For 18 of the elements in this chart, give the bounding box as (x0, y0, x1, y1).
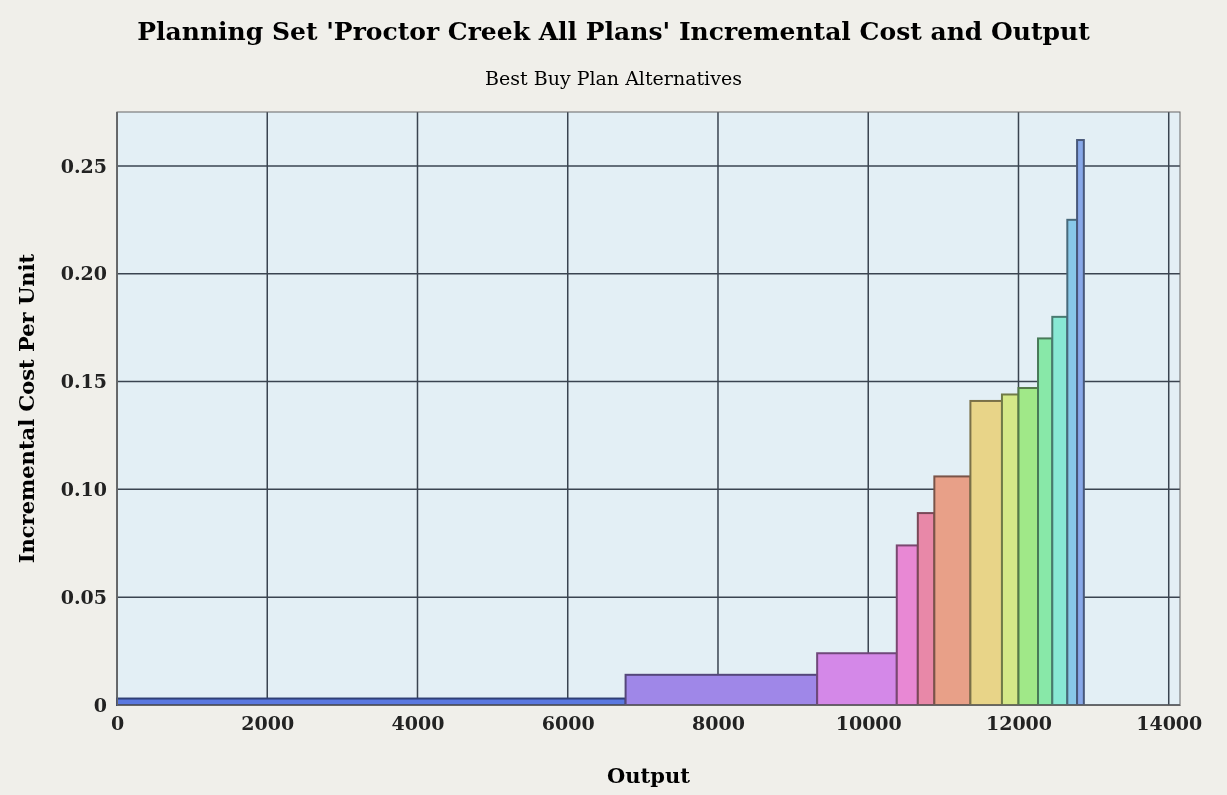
y-tick-label: 0.20 (60, 262, 107, 285)
y-tick-label: 0.10 (60, 477, 107, 500)
y-tick-label: 0.15 (60, 370, 107, 393)
x-axis-title: Output (607, 763, 691, 788)
x-tick-label: 14000 (1136, 712, 1203, 735)
x-tick-label: 2000 (241, 712, 295, 735)
y-axis-title: Incremental Cost Per Unit (14, 253, 39, 564)
x-tick-label: 10000 (835, 712, 902, 735)
x-tick-label: 0 (110, 712, 125, 735)
chart-subtitle: Best Buy Plan Alternatives (485, 67, 742, 89)
y-tick-label: 0.25 (60, 154, 107, 177)
x-tick-label: 6000 (541, 712, 595, 735)
y-tick-label: 0 (93, 693, 107, 716)
x-tick-label: 8000 (692, 712, 745, 735)
chart-title: Planning Set 'Proctor Creek All Plans' Incremental Cost and Output (137, 17, 1091, 46)
x-tick-label: 4000 (391, 712, 445, 735)
y-tick-label: 0.05 (60, 585, 107, 608)
x-tick-label: 12000 (985, 712, 1053, 735)
